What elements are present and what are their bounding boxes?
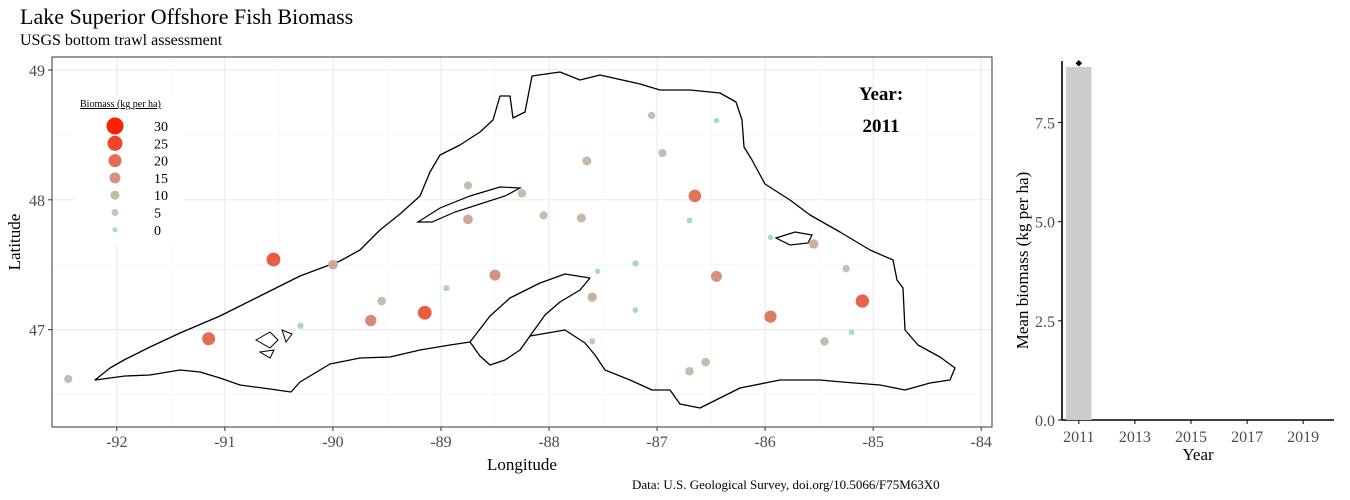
biomass-point: [647, 111, 656, 120]
bar-x-tick-label: 2011: [1063, 429, 1094, 446]
biomass-point: [463, 214, 473, 225]
biomass-point: [842, 264, 850, 273]
bar-y-tick-label: 0.0: [1035, 413, 1055, 430]
data-source-caption: Data: U.S. Geological Survey, doi.org/10…: [632, 477, 940, 492]
bar-x-axis-title: Year: [1182, 445, 1214, 464]
bar-y-tick-label: 2.5: [1035, 314, 1055, 331]
biomass-point: [266, 252, 281, 267]
bar-y-tick-label: 7.5: [1035, 115, 1055, 132]
x-axis-title: Longitude: [487, 455, 557, 474]
legend-key: [112, 227, 118, 233]
biomass-point: [463, 181, 473, 190]
biomass-point: [658, 148, 667, 158]
year-annotation-value: 2011: [863, 116, 900, 137]
bar-mean-biomass: [1066, 66, 1092, 420]
biomass-point: [710, 270, 722, 282]
biomass-point: [809, 239, 819, 249]
biomass-point: [297, 322, 304, 329]
biomass-point: [855, 294, 870, 308]
bar-y-axis-title: Mean biomass (kg per ha): [1013, 172, 1032, 350]
keweenaw-peninsula-outline: [469, 273, 591, 343]
biomass-point: [594, 268, 601, 274]
legend-key: [107, 135, 123, 151]
y-axis-title: Latitude: [5, 214, 24, 271]
biomass-point: [539, 211, 548, 220]
legend-key: [111, 209, 119, 216]
biomass-point: [685, 366, 694, 376]
map-panel-background: [52, 57, 992, 427]
x-tick-label: -84: [971, 434, 992, 451]
biomass-point: [688, 189, 702, 203]
x-tick-label: -86: [754, 434, 775, 451]
biomass-point: [632, 260, 639, 267]
bar-x-tick-label: 2019: [1287, 429, 1319, 446]
bar-x-tick-label: 2017: [1231, 429, 1263, 446]
biomass-point: [701, 357, 710, 367]
legend-label: 0: [154, 224, 161, 239]
legend-label: 30: [154, 120, 168, 135]
lake-superior-shoreline: [94, 71, 956, 409]
biomass-point: [417, 305, 432, 320]
biomass-point: [489, 269, 501, 281]
biomass-point: [517, 189, 527, 198]
biomass-point: [443, 284, 450, 292]
biomass-point: [632, 307, 639, 314]
x-tick-label: -87: [646, 434, 667, 451]
bar-x-tick-label: 2015: [1175, 429, 1207, 446]
chart-title: Lake Superior Offshore Fish Biomass: [20, 4, 354, 29]
y-tick-label: 48: [29, 193, 45, 210]
x-tick-label: -90: [322, 434, 343, 451]
x-tick-label: -91: [214, 434, 235, 451]
biomass-point: [686, 217, 693, 224]
isle-royale-outline: [415, 186, 523, 223]
biomass-point: [582, 156, 592, 166]
bar-y-tick-label: 5.0: [1035, 215, 1055, 232]
legend-label: 15: [154, 172, 168, 187]
y-tick-label: 49: [29, 63, 45, 80]
x-tick-label: -92: [106, 434, 127, 451]
biomass-point: [764, 310, 777, 323]
mean-biomass-bar-chart: 0.0 2.5 5.0 7.5 2011 2013 2015 2017 2019 Year Mean…: [1013, 59, 1334, 464]
biomass-point: [377, 296, 386, 306]
biomass-point: [576, 213, 586, 223]
map-panel-border: [51, 56, 993, 428]
biomass-point: [713, 117, 720, 124]
biomass-point: [848, 329, 855, 336]
biomass-point: [202, 332, 216, 346]
biomass-point: [767, 234, 774, 241]
legend-key: [110, 190, 120, 200]
y-tick-label: 47: [29, 323, 45, 340]
biomass-point: [365, 314, 377, 327]
bar-value-marker: [1075, 59, 1083, 67]
biomass-point: [328, 259, 338, 270]
legend-title: Biomass (kg per ha): [80, 99, 161, 110]
x-tick-label: -85: [862, 434, 883, 451]
x-tick-label: -89: [430, 434, 451, 451]
michipicoten-island-outline: [774, 231, 813, 246]
legend-key: [109, 172, 121, 184]
biomass-point: [589, 338, 596, 345]
bar-x-tick-label: 2013: [1119, 429, 1151, 446]
legend-key: [106, 117, 124, 135]
legend-label: 5: [154, 207, 161, 222]
apostle-islands-outline: [254, 329, 293, 359]
legend-label: 25: [154, 137, 168, 152]
biomass-point: [64, 374, 73, 384]
legend-label: 20: [154, 155, 168, 170]
biomass-point: [820, 337, 829, 346]
biomass-point: [587, 292, 597, 302]
legend-key: [108, 154, 122, 168]
year-annotation-label: Year:: [859, 84, 903, 105]
x-tick-label: -88: [538, 434, 559, 451]
chart-subtitle: USGS bottom trawl assessment: [20, 32, 223, 49]
biomass-map-chart: -92 -91 -90 -89 -88 -87 -86 -85 -84 47 48 49 Longitu…: [5, 56, 993, 474]
legend-label: 10: [154, 189, 168, 204]
legend-background: [74, 96, 184, 244]
